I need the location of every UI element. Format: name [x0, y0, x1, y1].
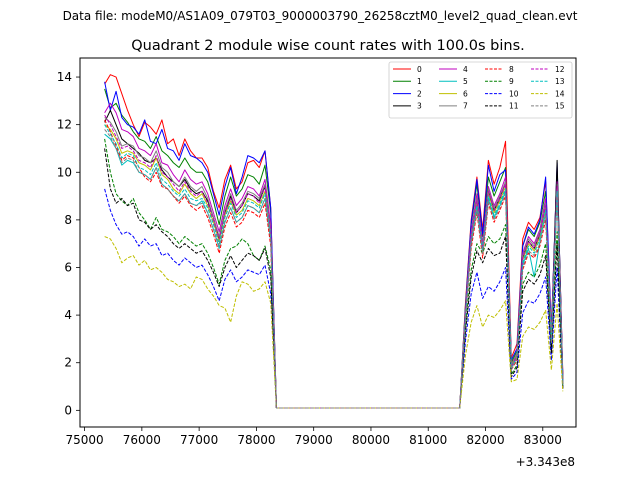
x-tick-label: 76000	[123, 433, 161, 447]
y-tick-label: 12	[57, 118, 72, 132]
y-tick-label: 14	[57, 70, 72, 84]
legend-label-2: 2	[417, 89, 422, 98]
x-tick-label: 78000	[237, 433, 275, 447]
y-tick-label: 4	[64, 308, 72, 322]
legend-label-1: 1	[417, 77, 422, 86]
axes-layer: 75000 76000 77000 78000 79000 80000 81000 82000…	[57, 57, 577, 447]
chart-title: Quadrant 2 module wise count rates with …	[131, 38, 525, 54]
x-tick-label: 79000	[295, 433, 333, 447]
legend-label-12: 12	[555, 65, 565, 74]
series-line-15	[104, 129, 564, 409]
x-tick-label: 83000	[524, 433, 562, 447]
legend-label-0: 0	[417, 65, 422, 74]
legend-label-7: 7	[463, 102, 468, 111]
legend-label-8: 8	[509, 65, 514, 74]
x-tick-label: 77000	[180, 433, 218, 447]
supertitle: Data file: modeM0/AS1A09_079T03_90000037…	[63, 9, 578, 23]
x-tick-label: 81000	[409, 433, 447, 447]
series-layer	[104, 74, 564, 409]
legend-label-14: 14	[555, 89, 565, 98]
y-tick-label: 6	[64, 260, 72, 274]
legend-label-3: 3	[417, 102, 422, 111]
legend-label-13: 13	[555, 77, 565, 86]
legend-label-15: 15	[555, 102, 565, 111]
legend-frame	[388, 61, 573, 119]
legend-label-9: 9	[509, 77, 514, 86]
y-tick-label: 2	[64, 356, 72, 370]
y-tick-label: 0	[64, 403, 72, 417]
x-tick-label: 75000	[65, 433, 103, 447]
y-tick-label: 10	[57, 165, 72, 179]
x-tick-label: 82000	[466, 433, 504, 447]
series-line-11	[104, 148, 564, 409]
y-tick-label: 8	[64, 213, 72, 227]
legend-label-11: 11	[509, 102, 519, 111]
x-tick-label: 80000	[352, 433, 390, 447]
x-offset-label: +3.343e8	[516, 455, 575, 469]
legend-label-4: 4	[463, 65, 468, 74]
legend-label-5: 5	[463, 77, 468, 86]
legend-label-10: 10	[509, 89, 519, 98]
legend-label-6: 6	[463, 89, 468, 98]
axes-frame	[79, 57, 577, 428]
